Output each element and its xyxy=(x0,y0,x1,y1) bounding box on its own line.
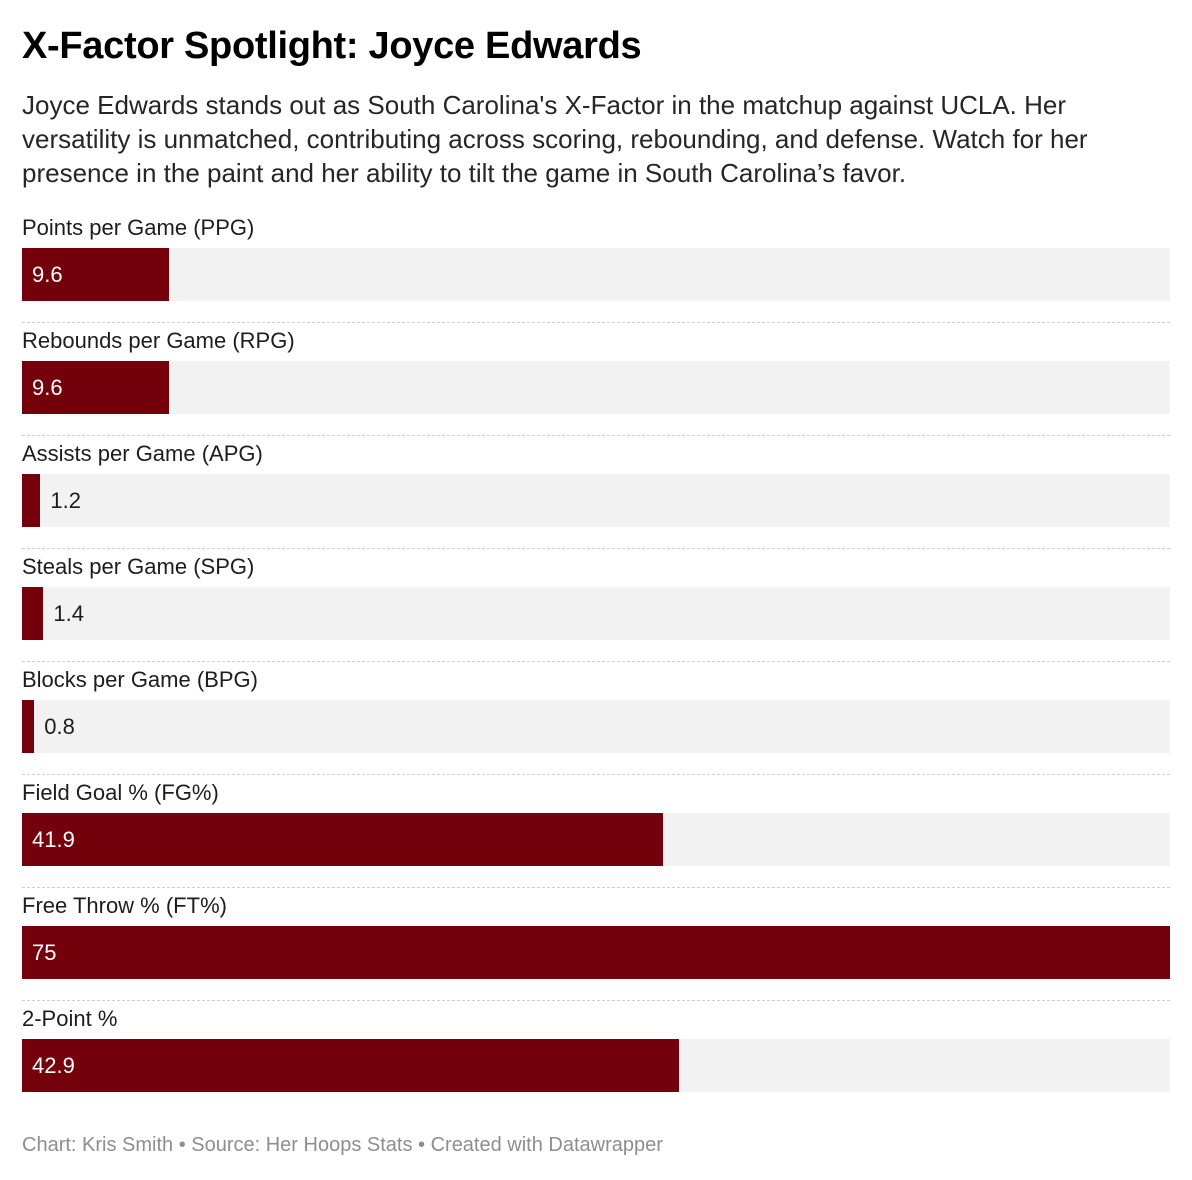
bar-track: 9.6 xyxy=(22,361,1170,414)
chart-subtitle: Joyce Edwards stands out as South Caroli… xyxy=(22,90,1088,188)
chart-footer: Chart: Kris Smith • Source: Her Hoops St… xyxy=(22,1134,663,1156)
bar-value-label: 9.6 xyxy=(32,375,63,400)
bar xyxy=(22,1039,679,1092)
bar-category-label: Rebounds per Game (RPG) xyxy=(22,328,295,353)
bar-row: Field Goal % (FG%) 41.9 xyxy=(22,775,1170,888)
bar-row: Free Throw % (FT%) 75 xyxy=(22,888,1170,1001)
bar-value-label: 41.9 xyxy=(32,827,75,852)
bar-row: Points per Game (PPG) 9.6 xyxy=(22,210,1170,323)
bar-row: Steals per Game (SPG) 1.4 xyxy=(22,549,1170,662)
bar-category-label: Field Goal % (FG%) xyxy=(22,780,219,805)
bar-value-label: 75 xyxy=(32,940,57,965)
bar-track: 0.8 xyxy=(22,700,1170,753)
bar-chart: Points per Game (PPG) 9.6 Rebounds per Gam… xyxy=(22,210,1170,1114)
bar-track: 42.9 xyxy=(22,1039,1170,1092)
bar xyxy=(22,813,664,866)
bar-track: 1.4 xyxy=(22,587,1170,640)
bar-track: 9.6 xyxy=(22,248,1170,301)
chart-header: X-Factor Spotlight: Joyce Edwards Joyce … xyxy=(22,18,1170,190)
bar xyxy=(22,361,169,414)
bar-row: Assists per Game (APG) 1.2 xyxy=(22,436,1170,549)
bar-value-label: 9.6 xyxy=(32,262,63,287)
bar-category-label: Points per Game (PPG) xyxy=(22,215,255,240)
bar-value-label: 42.9 xyxy=(32,1053,75,1078)
bar-value-label: 1.4 xyxy=(53,601,85,626)
bar-track: 75 xyxy=(22,926,1170,979)
bar-category-label: Steals per Game (SPG) xyxy=(22,554,255,579)
bar-value-label: 0.8 xyxy=(44,714,75,739)
bar xyxy=(22,700,35,753)
bar-row: Blocks per Game (BPG) 0.8 xyxy=(22,662,1170,775)
bar-track: 1.2 xyxy=(22,474,1170,527)
bar-category-label: Free Throw % (FT%) xyxy=(22,893,227,918)
bar-row: Rebounds per Game (RPG) 9.6 xyxy=(22,323,1170,436)
chart-title: X-Factor Spotlight: Joyce Edwards xyxy=(22,25,642,67)
bar-category-label: 2-Point % xyxy=(22,1006,118,1031)
bar-category-label: Assists per Game (APG) xyxy=(22,441,263,466)
bar-value-label: 1.2 xyxy=(50,488,81,513)
bar xyxy=(22,587,44,640)
bar xyxy=(22,926,1170,979)
bar xyxy=(22,474,41,527)
bar xyxy=(22,248,169,301)
bar-track: 41.9 xyxy=(22,813,1170,866)
bar-category-label: Blocks per Game (BPG) xyxy=(22,667,258,692)
bar-row: 2-Point % 42.9 xyxy=(22,1001,1170,1114)
